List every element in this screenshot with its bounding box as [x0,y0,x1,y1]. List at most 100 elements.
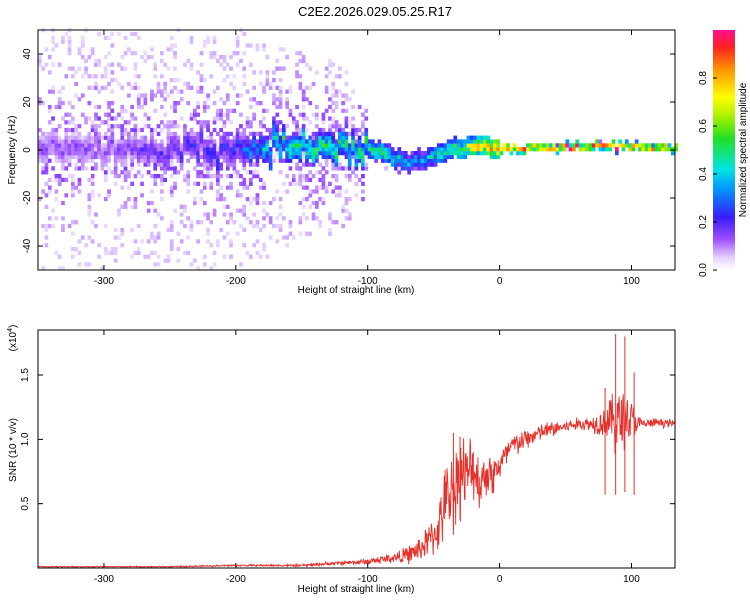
spectrogram-cell [51,47,55,52]
spectrogram-cell [397,170,402,175]
spectrogram-cell [258,131,263,137]
snr-multiplier: (x104) [7,325,19,352]
spectrogram-cell [252,135,256,140]
spectrogram-cell [57,154,62,160]
spectrogram-cell [225,135,230,140]
spectrogram-cell [291,177,296,183]
colorbar-tick-label: 0.6 [698,119,709,133]
spectrogram-cell [94,58,98,64]
spectrogram-cell [249,177,253,183]
spectrogram-cell [38,127,42,133]
spectrogram-cell [107,101,111,106]
spectrogram-cell [44,204,49,209]
spectrogram-cell [456,143,461,148]
spectrogram-cell [84,120,88,125]
spectrogram-cell [44,139,49,144]
spectrogram-cell [163,177,167,183]
spectrogram-cell [222,204,227,209]
spectrogram-cell [268,158,273,163]
spectrogram-cell [479,143,484,148]
spectrogram-cell [176,147,181,152]
spectrogram-cell [321,139,326,144]
spectrogram-cell [51,208,55,213]
spectrogram-cell [258,70,263,75]
spectrogram-cell [212,262,217,267]
spectrogram-cell [225,151,230,156]
spectrogram-cell [212,139,217,144]
spectrogram-cell [74,147,78,152]
spectrogram-cell [295,139,299,144]
spectrogram-cell [216,108,220,113]
spectrogram-cell [189,62,194,67]
spectrogram-cell [252,116,256,121]
spectrogram-cell [51,151,55,156]
spectrogram-cell [229,243,233,248]
spectrogram-cell [41,189,45,194]
spectrogram-cell [404,158,408,163]
spectrogram-cell [103,151,108,156]
y-tick-label: -40 [22,238,33,253]
spectrogram-cell [166,162,171,167]
spectrogram-cell [232,147,237,152]
spectrogram-cell [394,162,398,167]
spectrogram-cell [493,151,497,156]
spectrogram-cell [460,154,464,160]
spectrogram-cell [216,197,220,202]
spectrogram-cell [651,143,655,148]
spectrogram-cell [255,147,260,152]
spectrogram-cell [193,258,197,263]
spectrogram-cell [347,143,352,148]
spectrogram-cell [252,131,256,137]
spectrogram-cell [232,143,237,148]
y-tick-label: 1.0 [20,432,31,446]
spectrogram-cell [255,143,260,148]
spectrogram-cell [249,162,253,167]
spectrogram-cell [245,154,250,160]
spectrogram-cell [344,143,349,148]
spectrogram-cell [100,162,105,167]
spectrogram-cell [489,147,494,152]
spectrogram-cell [64,158,69,163]
snr-line [37,393,675,569]
spectrogram-cell [232,108,237,113]
spectrogram-cell [334,177,339,183]
spectrogram-cell [64,193,69,198]
spectrogram-cell [120,185,125,190]
spectrogram-cell [51,39,55,44]
spectrogram-cell [466,147,471,152]
spectrogram-cell [377,151,382,156]
spectrogram-cell [275,85,280,90]
spectrogram-cell [61,200,65,206]
spectrogram-cell [136,93,141,98]
spectrogram-cell [113,170,118,175]
spectrogram-cell [331,93,336,98]
spectrogram-cell [255,101,260,106]
spectrogram-cell [341,143,345,148]
spectrogram-cell [562,143,566,148]
spectrogram-cell [74,93,78,98]
spectrogram-cell [456,147,461,152]
spectrogram-cell [272,97,276,102]
spectrogram-cell [331,85,336,90]
spectrogram-cell [229,139,233,144]
spectrogram-cell [127,81,131,87]
spectrogram-cell [272,158,276,163]
spectrogram-cell [671,151,675,156]
spectrogram-cell [90,51,95,56]
spectrogram-cell [430,151,435,156]
spectrogram-cell [555,147,560,152]
spectrogram-cell [113,116,118,121]
spectrogram-cell [150,151,154,156]
spectrogram-cell [176,247,181,252]
spectrogram-cell [94,166,98,171]
spectrogram-cell [255,47,260,52]
spectrogram-cell [331,62,336,67]
spectrogram-cell [44,227,49,233]
spectrogram-cell [318,127,322,133]
spectrogram-cell [390,151,395,156]
spectrogram-cell [460,151,464,156]
spectrogram-cell [328,116,332,121]
spectrogram-cell [252,170,256,175]
spectrogram-cell [153,127,158,133]
spectrogram-cell [427,162,431,167]
